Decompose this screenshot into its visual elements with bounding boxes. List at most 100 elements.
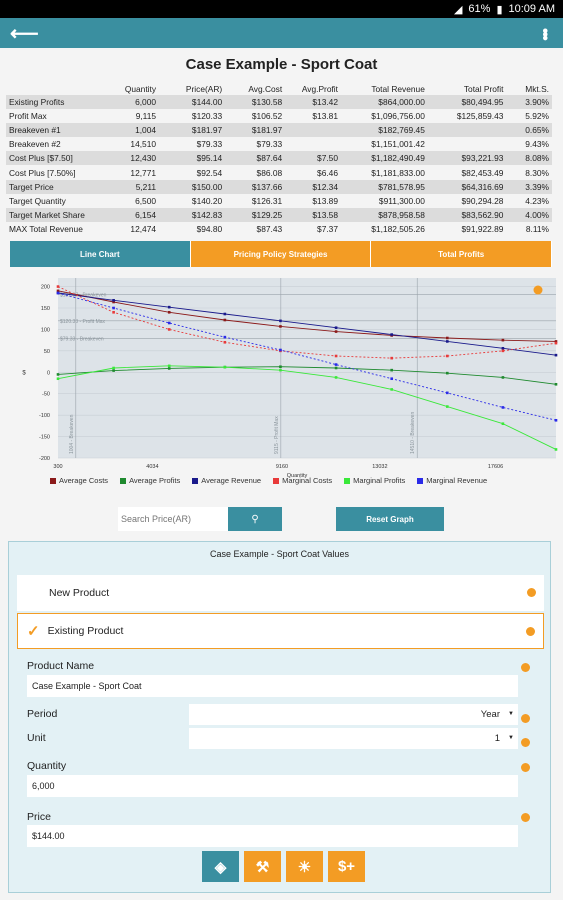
table-cell: $13.58 bbox=[285, 207, 341, 222]
tab-line-chart[interactable]: Line Chart bbox=[10, 241, 191, 267]
table-cell: $86.08 bbox=[225, 165, 286, 180]
legend-swatch bbox=[344, 477, 351, 484]
reference-hline-label: $79.33 - Breakeven bbox=[60, 336, 104, 342]
quantity-label: Quantity bbox=[27, 760, 67, 772]
table-cell bbox=[427, 137, 507, 152]
table-cell: 12,771 bbox=[101, 165, 160, 180]
price-field[interactable]: $144.00 bbox=[27, 825, 518, 847]
dropdown-arrow-icon: ▼ bbox=[508, 735, 514, 741]
search-price-input[interactable] bbox=[118, 507, 228, 531]
table-cell: 8.30% bbox=[506, 165, 552, 180]
dollar-plus-button[interactable]: $+ bbox=[328, 851, 365, 882]
data-point bbox=[56, 291, 60, 295]
data-point bbox=[334, 330, 338, 333]
row-label: Profit Max bbox=[6, 109, 102, 124]
data-point bbox=[554, 353, 558, 357]
option-new-product[interactable]: New Product bbox=[17, 575, 544, 611]
row-label: Cost Plus [7.50%] bbox=[6, 165, 102, 180]
x-tick-label: 4034 bbox=[146, 464, 158, 470]
data-point bbox=[501, 346, 505, 350]
table-row: Cost Plus [$7.50] 12,430 $95.14 $87.64 $7.50… bbox=[6, 151, 552, 166]
period-select[interactable]: Year ▼ bbox=[189, 704, 518, 725]
stats-table: Quantity Price(AR) Avg.Cost Avg.Profit T… bbox=[6, 82, 552, 236]
table-cell: 5.92% bbox=[506, 109, 552, 124]
product-name-field[interactable]: Case Example - Sport Coat bbox=[27, 675, 518, 697]
page-title: Case Example - Sport Coat bbox=[185, 56, 378, 73]
data-point bbox=[554, 340, 558, 343]
weather-button[interactable]: ☀ bbox=[286, 851, 323, 882]
table-cell: $13.89 bbox=[285, 193, 341, 208]
info-dot-icon[interactable] bbox=[521, 813, 530, 822]
option-label: New Product bbox=[49, 587, 110, 599]
anvil-icon: ⚒ bbox=[255, 858, 270, 876]
series-line bbox=[57, 292, 557, 356]
plot-area bbox=[58, 278, 556, 458]
legend-item[interactable]: Marginal Profits bbox=[344, 476, 405, 485]
quantity-field[interactable]: 6,000 bbox=[27, 775, 518, 797]
data-point bbox=[56, 285, 60, 288]
info-dot-icon bbox=[533, 285, 543, 295]
data-point bbox=[167, 367, 171, 370]
table-cell: $140.20 bbox=[159, 193, 226, 208]
info-dot-icon[interactable] bbox=[521, 714, 530, 723]
legend-item[interactable]: Average Profits bbox=[120, 476, 180, 485]
data-point bbox=[112, 310, 115, 314]
data-point bbox=[334, 354, 338, 358]
back-arrow-icon[interactable]: ⟵ bbox=[10, 22, 39, 45]
unit-select[interactable]: 1 ▼ bbox=[189, 728, 518, 749]
row-label: Target Quantity bbox=[6, 193, 102, 208]
info-dot-icon[interactable] bbox=[521, 738, 530, 747]
anvil-button[interactable]: ⚒ bbox=[244, 851, 281, 882]
data-point bbox=[445, 371, 449, 375]
search-icon: ⚲ bbox=[251, 513, 259, 525]
option-existing-product[interactable]: ✓ Existing Product bbox=[17, 613, 544, 649]
tab-total-profits[interactable]: Total Profits bbox=[371, 241, 553, 267]
table-cell: $142.83 bbox=[159, 207, 226, 222]
y-tick-label: 150 bbox=[41, 306, 50, 312]
legend-label: Average Revenue bbox=[201, 476, 262, 485]
overflow-menu-icon[interactable]: ••• bbox=[536, 27, 553, 39]
data-point bbox=[112, 298, 115, 302]
checkmark-icon: ✓ bbox=[27, 623, 40, 640]
legend-item[interactable]: Average Costs bbox=[50, 476, 108, 485]
table-cell: $1,182,490.49 bbox=[341, 151, 428, 166]
row-label: Cost Plus [$7.50] bbox=[6, 151, 102, 166]
info-dot-icon[interactable] bbox=[527, 588, 536, 597]
app-bar: ⟵ ••• bbox=[0, 18, 563, 48]
search-button[interactable]: ⚲ bbox=[228, 507, 282, 531]
legend-item[interactable]: Marginal Costs bbox=[273, 476, 332, 485]
battery-icon: ▮ bbox=[496, 3, 503, 16]
table-cell: 1,004 bbox=[101, 123, 160, 138]
lightbulb-button[interactable]: ◈ bbox=[202, 851, 239, 882]
tab-pricing-policy[interactable]: Pricing Policy Strategies bbox=[190, 241, 372, 267]
table-cell bbox=[285, 137, 341, 152]
data-point bbox=[56, 289, 60, 293]
data-point bbox=[223, 312, 227, 316]
info-dot-icon[interactable] bbox=[526, 627, 535, 636]
table-cell: $126.31 bbox=[225, 193, 286, 208]
table-cell: $6.46 bbox=[285, 165, 341, 180]
y-tick-label: 100 bbox=[41, 327, 50, 333]
data-point bbox=[554, 448, 558, 451]
table-cell: $13.42 bbox=[285, 95, 341, 110]
legend-label: Average Profits bbox=[129, 476, 181, 485]
table-cell: $1,181,833.00 bbox=[341, 165, 428, 180]
legend-item[interactable]: Average Revenue bbox=[192, 476, 261, 485]
data-point bbox=[445, 405, 449, 408]
data-point bbox=[445, 340, 449, 343]
y-tick-label: -100 bbox=[39, 413, 50, 419]
table-cell: $79.33 bbox=[159, 137, 226, 152]
info-dot-icon[interactable] bbox=[521, 663, 530, 672]
y-tick-label: -200 bbox=[39, 456, 50, 462]
legend-item[interactable]: Marginal Revenue bbox=[417, 476, 487, 485]
x-axis-label: Quantity bbox=[287, 473, 308, 478]
reset-graph-button[interactable]: Reset Graph bbox=[336, 507, 444, 531]
x-tick-label: 9160 bbox=[276, 464, 288, 470]
legend-swatch bbox=[417, 477, 424, 484]
info-dot-icon[interactable] bbox=[521, 763, 530, 772]
table-cell: 9,115 bbox=[101, 109, 160, 124]
table-cell: $1,096,756.00 bbox=[341, 109, 428, 124]
data-point bbox=[279, 325, 282, 328]
table-row: MAX Total Revenue 12,474 $94.80 $87.43 $7.37… bbox=[6, 221, 552, 236]
